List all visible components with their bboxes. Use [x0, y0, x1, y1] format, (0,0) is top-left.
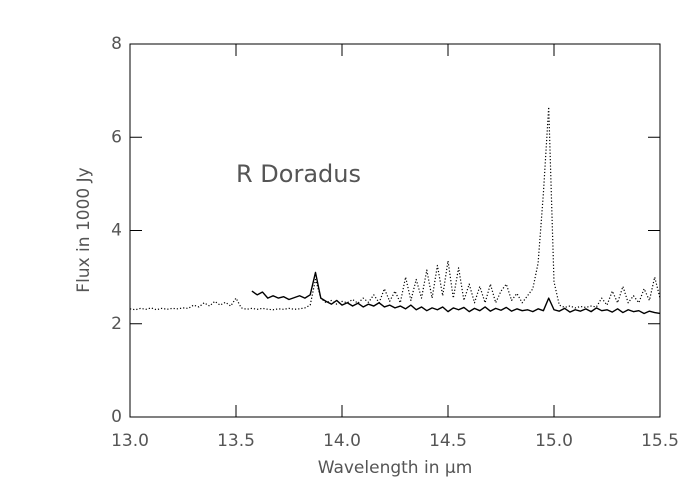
x-tick-label: 14.0 [323, 431, 361, 451]
x-tick-label: 14.5 [429, 431, 467, 451]
y-tick-label: 8 [111, 34, 122, 54]
series-line [251, 271, 661, 315]
y-tick-label: 0 [111, 407, 122, 427]
y-tick-label: 4 [111, 221, 122, 241]
x-tick-label: 13.0 [111, 431, 149, 451]
y-axis-label: Flux in 1000 Jy [74, 167, 94, 292]
x-tick-label: 13.5 [217, 431, 255, 451]
annotation: R Doradus [236, 160, 361, 188]
plot-frame [129, 43, 661, 418]
x-tick-label: 15.5 [641, 431, 679, 451]
x-axis-label: Wavelength in μm [318, 458, 473, 478]
x-tick-label: 15.0 [535, 431, 573, 451]
y-tick-label: 6 [111, 127, 122, 147]
y-tick-label: 2 [111, 314, 122, 334]
series-line [129, 106, 661, 311]
